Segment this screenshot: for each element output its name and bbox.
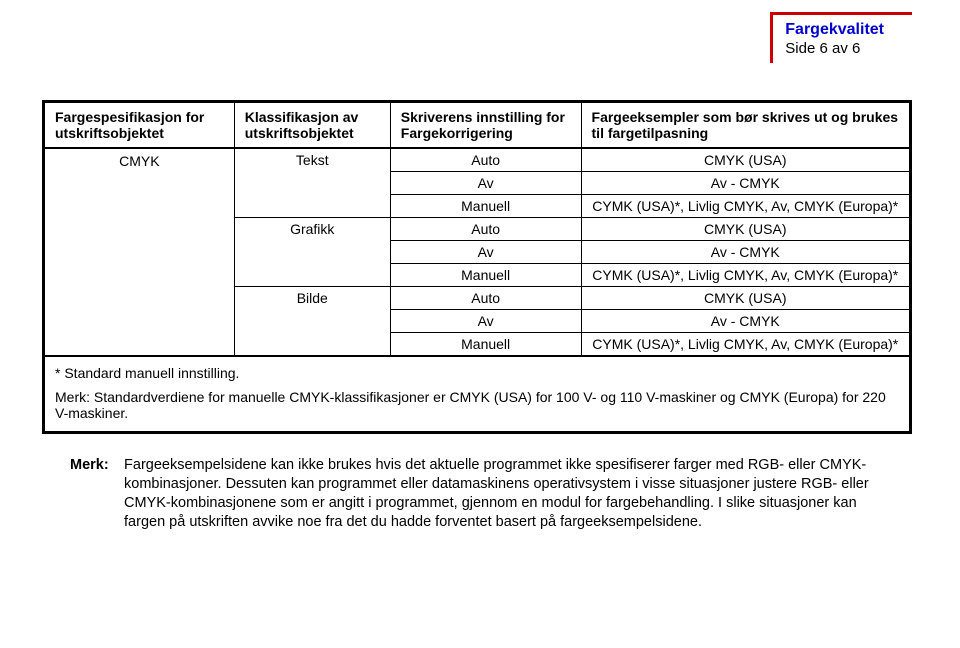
cell-setting: Av — [390, 310, 581, 333]
cell-example: CMYK (USA) — [581, 148, 910, 172]
cell-example: CYMK (USA)*, Livlig CMYK, Av, CMYK (Euro… — [581, 333, 910, 357]
cell-setting: Manuell — [390, 195, 581, 218]
cell-setting: Manuell — [390, 333, 581, 357]
footnote-2: Merk: Standardverdiene for manuelle CMYK… — [44, 385, 911, 433]
cell-setting: Manuell — [390, 264, 581, 287]
note-label: Merk: — [70, 456, 120, 475]
table-footnote-row: Merk: Standardverdiene for manuelle CMYK… — [44, 385, 911, 433]
cell-setting: Auto — [390, 287, 581, 310]
page-note: Merk: Fargeeksempelsidene kan ikke bruke… — [42, 456, 912, 531]
footnote-1: * Standard manuell innstilling. — [44, 356, 911, 385]
cell-example: CMYK (USA) — [581, 287, 910, 310]
table-row: CMYK Tekst Auto CMYK (USA) — [44, 148, 911, 172]
cell-example: Av - CMYK — [581, 310, 910, 333]
cell-class: Tekst — [234, 148, 390, 218]
cell-example: Av - CMYK — [581, 172, 910, 195]
table-footnote-row: * Standard manuell innstilling. — [44, 356, 911, 385]
note-body: Fargeeksempelsidene kan ikke brukes hvis… — [124, 456, 898, 531]
cell-example: Av - CMYK — [581, 241, 910, 264]
cell-example: CYMK (USA)*, Livlig CMYK, Av, CMYK (Euro… — [581, 264, 910, 287]
color-table: Fargespesifikasjon for utskriftsobjektet… — [42, 100, 912, 434]
content-area: Fargespesifikasjon for utskriftsobjektet… — [42, 100, 912, 531]
cell-setting: Av — [390, 241, 581, 264]
col-header-example: Fargeeksempler som bør skrives ut og bru… — [581, 102, 910, 149]
page-subtitle: Side 6 av 6 — [785, 40, 884, 57]
table-header-row: Fargespesifikasjon for utskriftsobjektet… — [44, 102, 911, 149]
cell-example: CYMK (USA)*, Livlig CMYK, Av, CMYK (Euro… — [581, 195, 910, 218]
col-header-class: Klassifikasjon av utskriftsobjektet — [234, 102, 390, 149]
col-header-spec: Fargespesifikasjon for utskriftsobjektet — [44, 102, 235, 149]
cell-example: CMYK (USA) — [581, 218, 910, 241]
cell-setting: Auto — [390, 148, 581, 172]
page-title: Fargekvalitet — [785, 21, 884, 39]
cell-spec: CMYK — [44, 148, 235, 356]
col-header-setting: Skriverens innstilling for Fargekorriger… — [390, 102, 581, 149]
cell-setting: Av — [390, 172, 581, 195]
cell-class: Bilde — [234, 287, 390, 357]
page-header: Fargekvalitet Side 6 av 6 — [770, 12, 912, 63]
cell-class: Grafikk — [234, 218, 390, 287]
cell-setting: Auto — [390, 218, 581, 241]
